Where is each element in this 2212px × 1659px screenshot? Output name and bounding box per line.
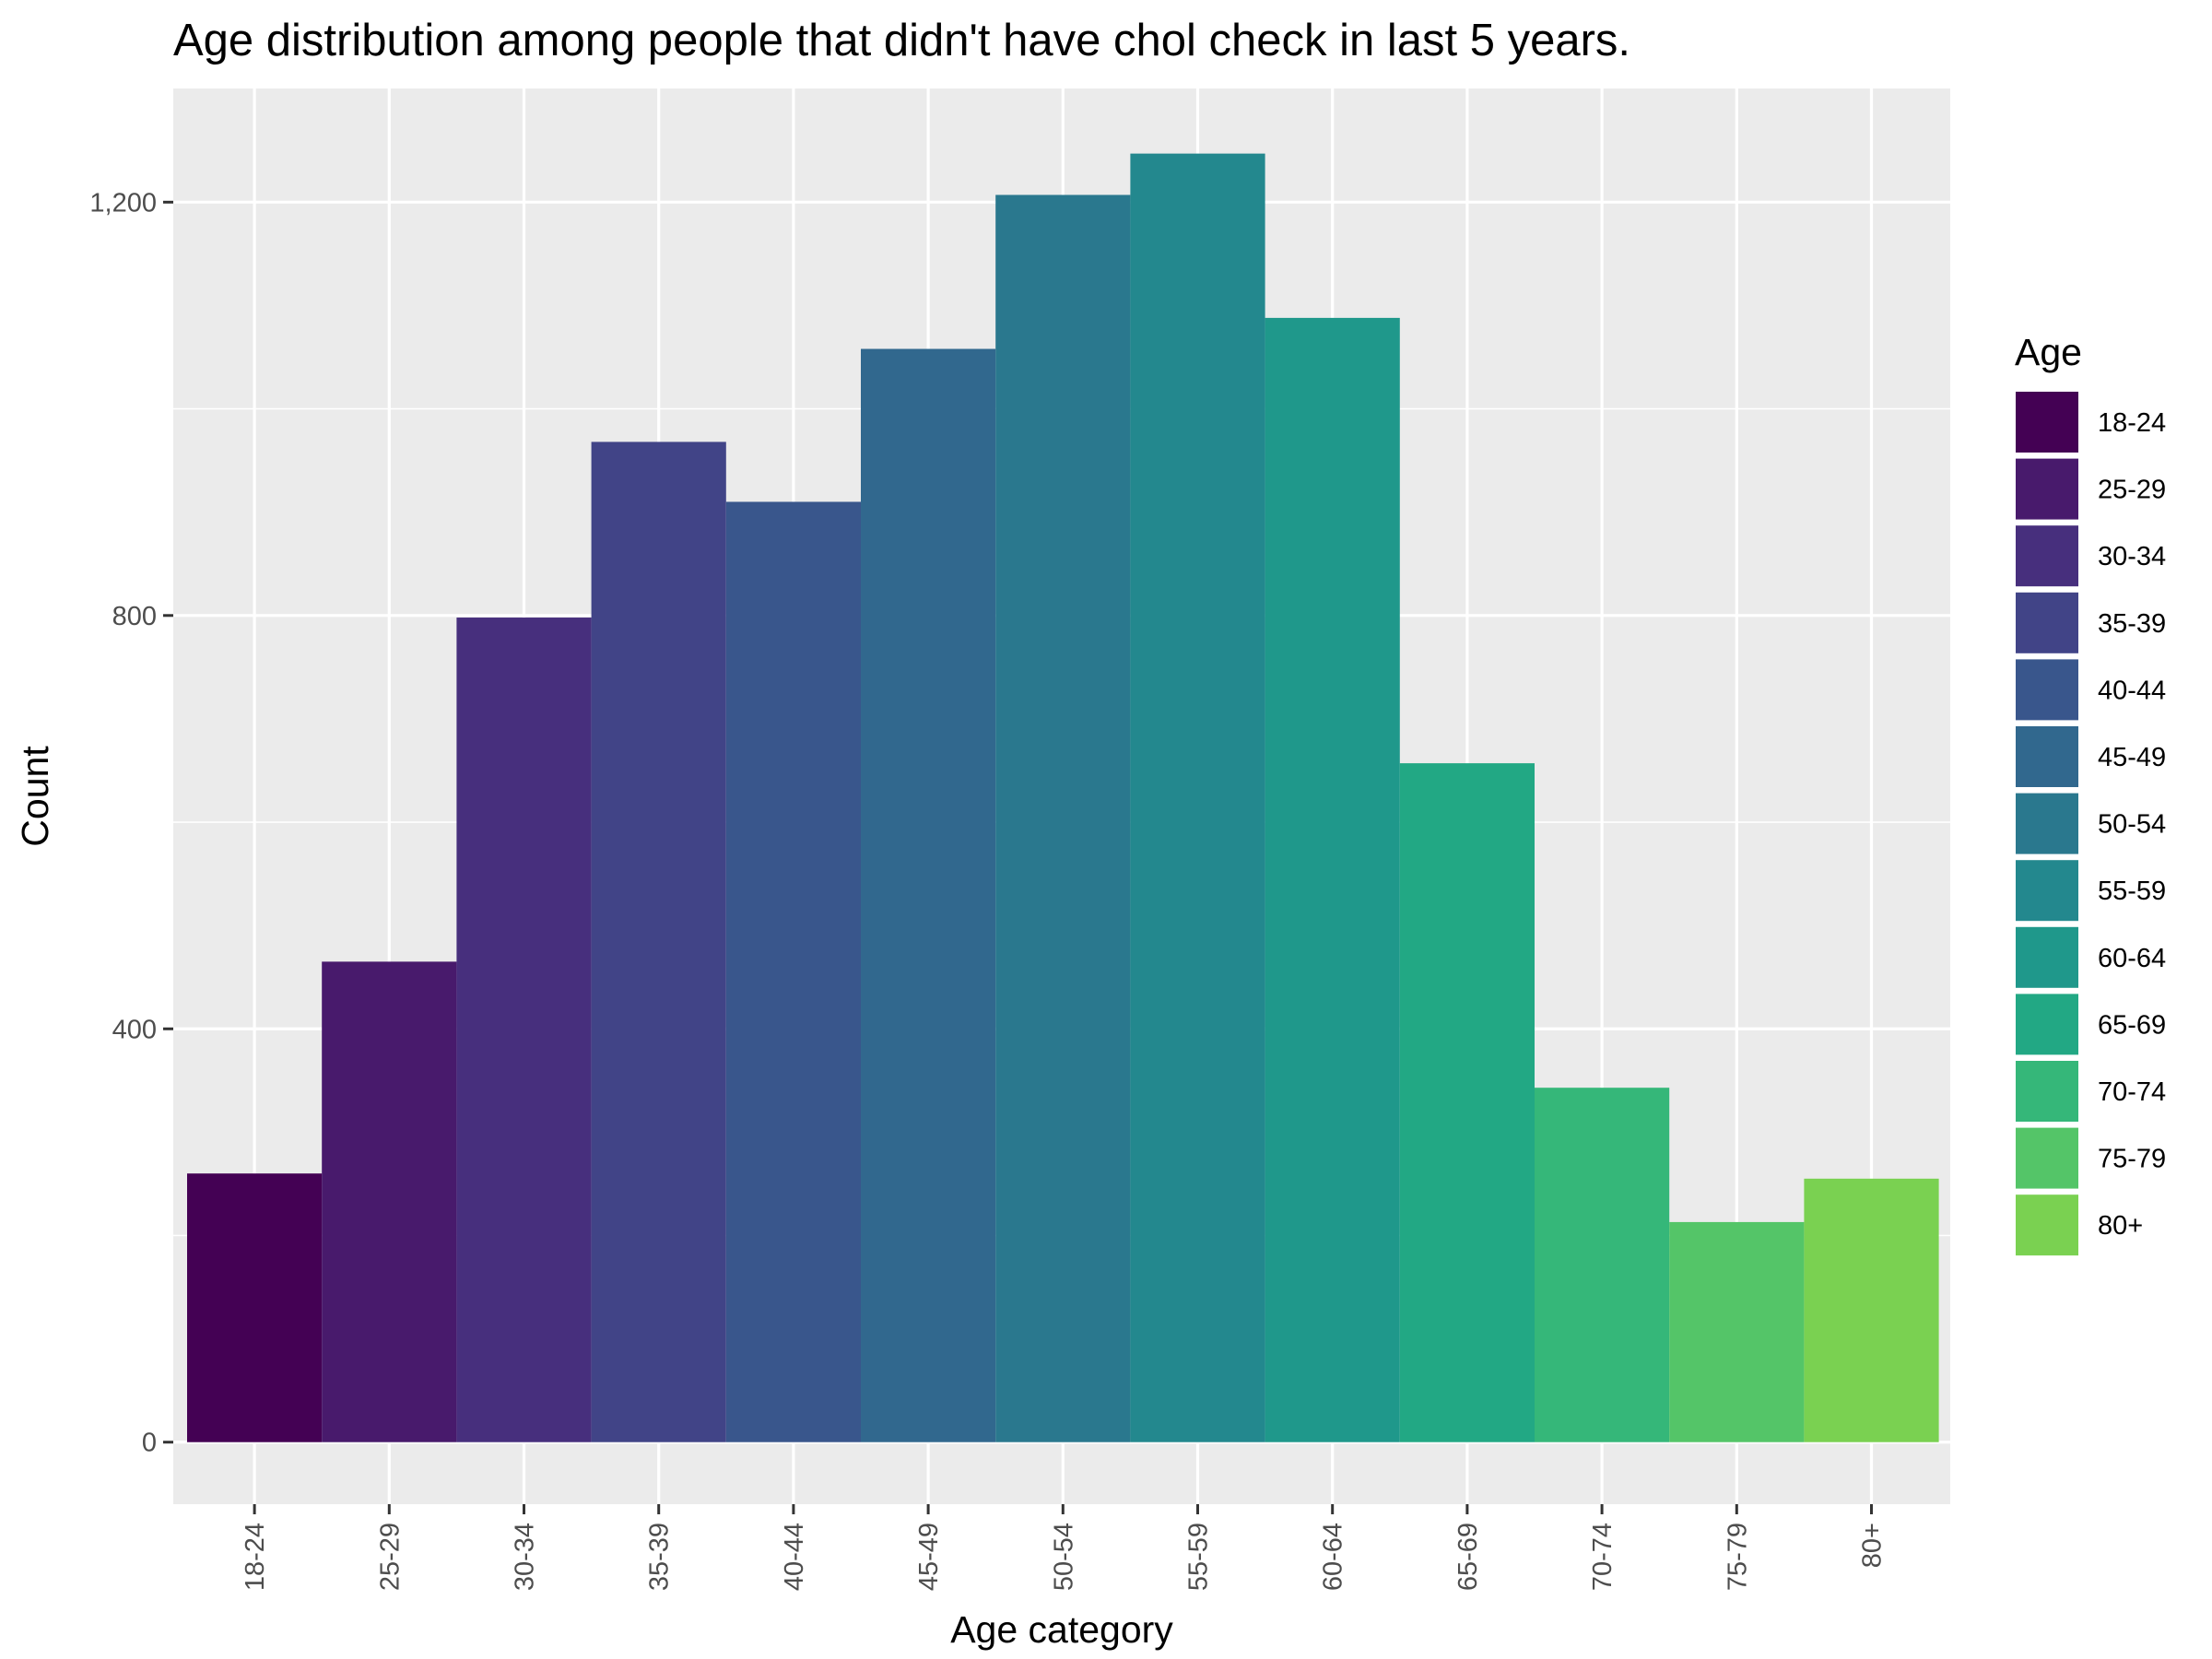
legend-label: 35-39 bbox=[2098, 609, 2166, 639]
x-tick-label: 25-29 bbox=[375, 1523, 405, 1591]
y-tick-label: 400 bbox=[112, 1015, 157, 1044]
legend-key bbox=[2014, 791, 2080, 856]
x-axis: 18-24 25-29 30-34 35-39 40-44 45-49 50-54 55-59… bbox=[241, 1504, 1888, 1591]
bars bbox=[187, 153, 1939, 1442]
y-axis: 0 400 800 1,200 bbox=[89, 188, 173, 1458]
x-tick-label: 30-34 bbox=[511, 1523, 540, 1591]
legend-label: 70-74 bbox=[2098, 1077, 2166, 1107]
x-tick-label: 50-54 bbox=[1049, 1523, 1078, 1591]
legend-key bbox=[2014, 524, 2080, 589]
legend-label: 50-54 bbox=[2098, 810, 2166, 840]
legend: Age 18-24 25-29 30-34 35-39 40-44 45-49 50-54 5… bbox=[2014, 331, 2166, 1258]
bar-35-39 bbox=[591, 441, 726, 1442]
bar-70-74 bbox=[1535, 1088, 1670, 1442]
y-tick-label: 1,200 bbox=[89, 188, 157, 218]
legend-key bbox=[2014, 1125, 2080, 1191]
bar-80+ bbox=[1804, 1178, 1939, 1442]
legend-key bbox=[2014, 924, 2080, 990]
legend-label: 55-59 bbox=[2098, 877, 2166, 906]
bar-45-49 bbox=[861, 348, 996, 1442]
bar-55-59 bbox=[1130, 153, 1265, 1442]
legend-label: 80+ bbox=[2098, 1211, 2143, 1241]
bar-50-54 bbox=[995, 194, 1131, 1442]
legend-key bbox=[2014, 858, 2080, 924]
legend-label: 75-79 bbox=[2098, 1145, 2166, 1174]
legend-key bbox=[2014, 1059, 2080, 1124]
x-tick-label: 18-24 bbox=[241, 1523, 270, 1591]
legend-key bbox=[2014, 992, 2080, 1057]
legend-label: 65-69 bbox=[2098, 1010, 2166, 1040]
legend-key bbox=[2014, 590, 2080, 655]
bar-30-34 bbox=[456, 618, 592, 1442]
legend-label: 30-34 bbox=[2098, 542, 2166, 571]
y-tick-label: 0 bbox=[142, 1429, 157, 1458]
x-tick-label: 60-64 bbox=[1319, 1523, 1348, 1591]
y-axis-title: Count bbox=[14, 746, 56, 847]
x-tick-label: 55-59 bbox=[1184, 1523, 1214, 1591]
legend-title: Age bbox=[2015, 331, 2082, 373]
legend-label: 25-29 bbox=[2098, 476, 2166, 505]
legend-key bbox=[2014, 1193, 2080, 1258]
legend-label: 18-24 bbox=[2098, 408, 2166, 438]
legend-label: 45-49 bbox=[2098, 743, 2166, 772]
y-tick-label: 800 bbox=[112, 602, 157, 631]
legend-key bbox=[2014, 456, 2080, 522]
bar-18-24 bbox=[187, 1173, 323, 1442]
x-tick-label: 65-69 bbox=[1453, 1523, 1483, 1591]
legend-key bbox=[2014, 724, 2080, 789]
chart-title: Age distribution among people that didn'… bbox=[173, 16, 1630, 65]
bar-75-79 bbox=[1669, 1221, 1805, 1442]
x-tick-label: 35-39 bbox=[645, 1523, 675, 1591]
legend-label: 60-64 bbox=[2098, 944, 2166, 973]
x-tick-label: 45-49 bbox=[914, 1523, 944, 1591]
bar-65-69 bbox=[1399, 763, 1535, 1442]
legend-label: 40-44 bbox=[2098, 676, 2166, 705]
bar-40-44 bbox=[725, 501, 861, 1442]
x-tick-label: 70-74 bbox=[1588, 1523, 1618, 1591]
legend-key bbox=[2014, 657, 2080, 723]
x-tick-label: 75-79 bbox=[1723, 1523, 1752, 1591]
x-tick-label: 80+ bbox=[1858, 1523, 1888, 1568]
bar-60-64 bbox=[1265, 317, 1400, 1442]
x-axis-title: Age category bbox=[950, 1608, 1173, 1651]
legend-key bbox=[2014, 390, 2080, 454]
x-tick-label: 40-44 bbox=[780, 1523, 809, 1591]
bar-25-29 bbox=[322, 961, 457, 1442]
